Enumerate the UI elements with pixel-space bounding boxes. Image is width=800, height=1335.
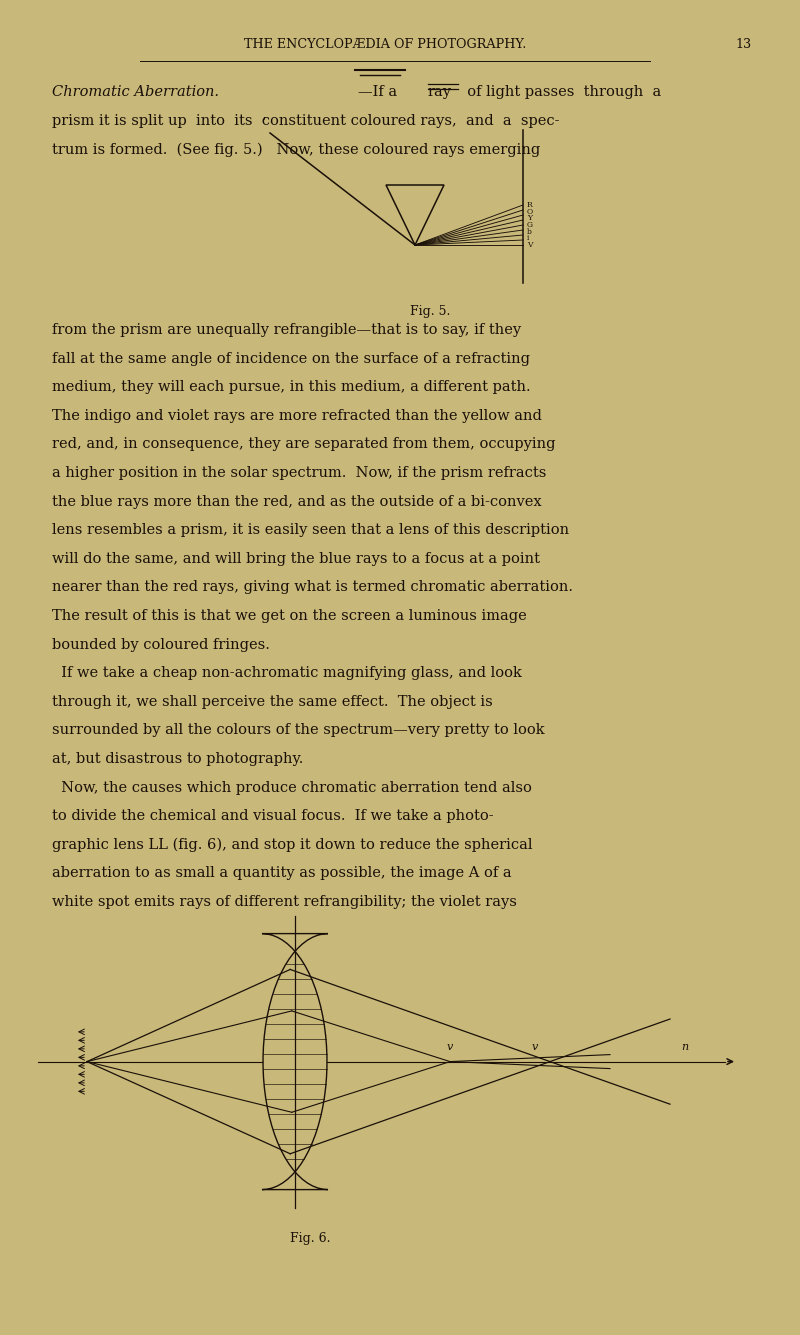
Text: The result of this is that we get on the screen a luminous image: The result of this is that we get on the… <box>52 609 526 623</box>
Text: O: O <box>527 208 533 216</box>
Text: to divide the chemical and visual focus.  If we take a photo-: to divide the chemical and visual focus.… <box>52 809 494 824</box>
Text: trum is formed.  (See fig. 5.)   Now, these coloured rays emerging: trum is formed. (See fig. 5.) Now, these… <box>52 143 540 156</box>
Text: —If a: —If a <box>358 85 411 99</box>
Text: The indigo and violet rays are more refracted than the yellow and: The indigo and violet rays are more refr… <box>52 409 542 423</box>
Text: white spot emits rays of different refrangibility; the violet rays: white spot emits rays of different refra… <box>52 894 517 909</box>
Text: b: b <box>527 228 532 236</box>
Text: will do the same, and will bring the blue rays to a focus at a point: will do the same, and will bring the blu… <box>52 551 540 566</box>
Text: the blue rays more than the red, and as the outside of a bi-convex: the blue rays more than the red, and as … <box>52 494 542 509</box>
Text: fall at the same angle of incidence on the surface of a refracting: fall at the same angle of incidence on t… <box>52 351 530 366</box>
Text: n: n <box>682 1041 689 1052</box>
Text: THE ENCYCLOPÆDIA OF PHOTOGRAPHY.: THE ENCYCLOPÆDIA OF PHOTOGRAPHY. <box>244 37 526 51</box>
Text: bounded by coloured fringes.: bounded by coloured fringes. <box>52 638 270 651</box>
Text: If we take a cheap non-achromatic magnifying glass, and look: If we take a cheap non-achromatic magnif… <box>52 666 522 681</box>
Text: Now, the causes which produce chromatic aberration tend also: Now, the causes which produce chromatic … <box>52 781 532 794</box>
Text: surrounded by all the colours of the spectrum—very pretty to look: surrounded by all the colours of the spe… <box>52 724 545 737</box>
Text: 13: 13 <box>736 37 752 51</box>
Text: graphic lens LL (fig. 6), and stop it down to reduce the spherical: graphic lens LL (fig. 6), and stop it do… <box>52 838 533 852</box>
Text: v: v <box>532 1041 538 1052</box>
Text: a higher position in the solar spectrum.  Now, if the prism refracts: a higher position in the solar spectrum.… <box>52 466 546 481</box>
Text: from the prism are unequally refrangible—that is to say, if they: from the prism are unequally refrangible… <box>52 323 521 336</box>
Text: of light passes  through  a: of light passes through a <box>458 85 662 99</box>
Text: v: v <box>447 1041 453 1052</box>
Text: medium, they will each pursue, in this medium, a different path.: medium, they will each pursue, in this m… <box>52 380 530 394</box>
Polygon shape <box>262 933 328 1189</box>
Text: through it, we shall perceive the same effect.  The object is: through it, we shall perceive the same e… <box>52 694 493 709</box>
Text: Chromatic Aberration.: Chromatic Aberration. <box>52 85 219 99</box>
Text: red, and, in consequence, they are separated from them, occupying: red, and, in consequence, they are separ… <box>52 438 555 451</box>
Text: ray: ray <box>428 85 452 99</box>
Text: V: V <box>527 242 533 250</box>
Text: ’: ’ <box>262 116 266 129</box>
Text: G: G <box>527 222 533 230</box>
Text: lens resembles a prism, it is easily seen that a lens of this description: lens resembles a prism, it is easily see… <box>52 523 569 537</box>
Text: Fig. 6.: Fig. 6. <box>290 1232 330 1244</box>
Text: R: R <box>527 202 533 210</box>
Text: i: i <box>527 235 530 243</box>
Text: prism it is split up  into  its  constituent coloured rays,  and  a  spec-: prism it is split up into its constituen… <box>52 113 559 128</box>
Text: Y: Y <box>527 215 532 223</box>
Text: Fig. 5.: Fig. 5. <box>410 304 450 318</box>
Text: aberration to as small a quantity as possible, the image A of a: aberration to as small a quantity as pos… <box>52 866 512 880</box>
Text: nearer than the red rays, giving what is termed chromatic aberration.: nearer than the red rays, giving what is… <box>52 581 573 594</box>
Text: at, but disastrous to photography.: at, but disastrous to photography. <box>52 752 303 766</box>
